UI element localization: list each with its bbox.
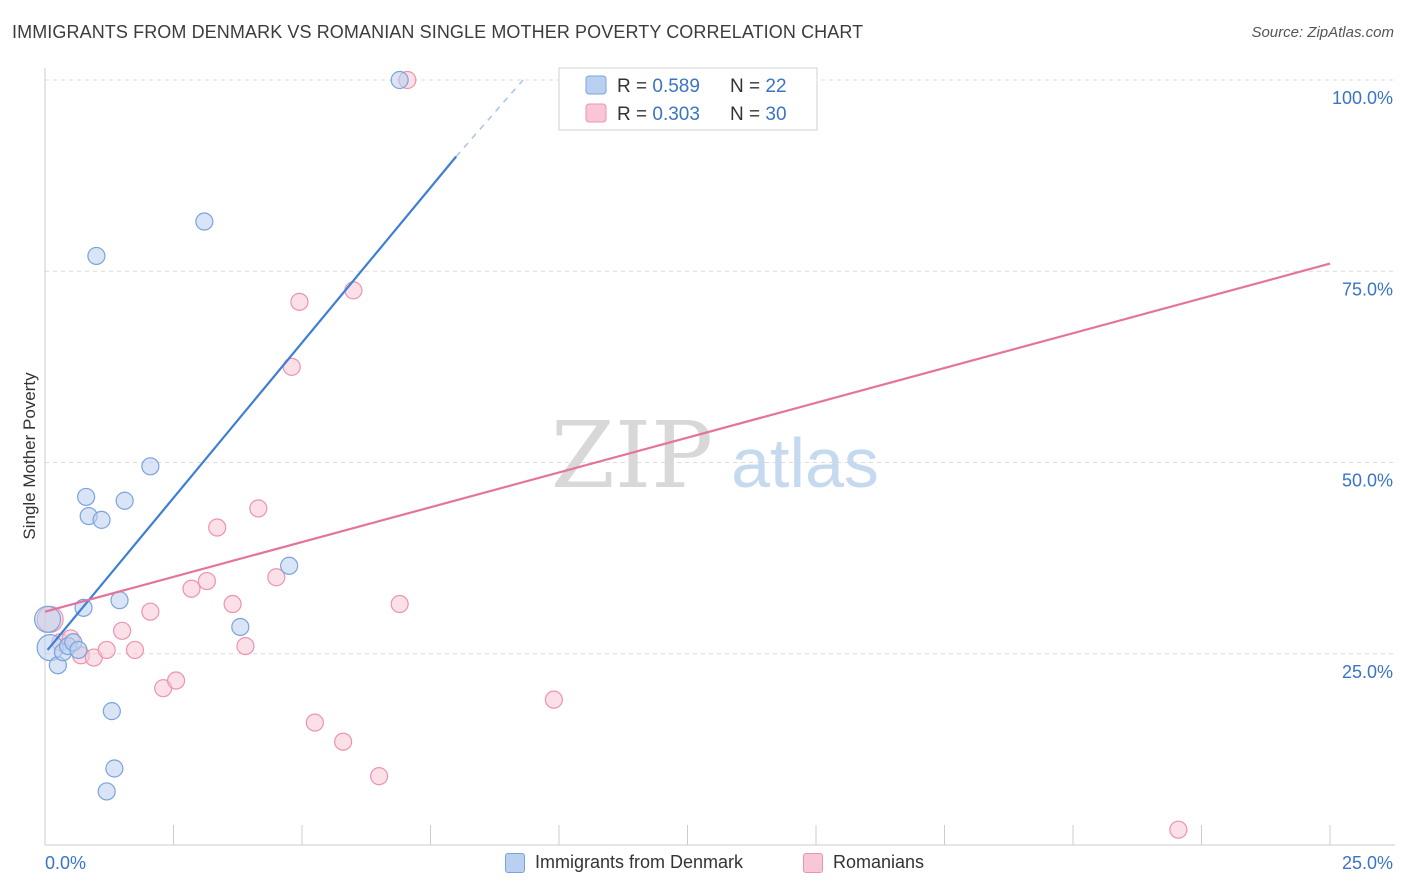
point-romanians-11 [182,579,201,598]
legend-item-romanians[interactable]: Romanians [803,852,924,873]
stats-swatch-pink [585,103,607,123]
point-romanians-13 [208,518,227,537]
y-axis-label: Single Mother Poverty [20,372,39,540]
trendline-romanians [44,262,1331,613]
stats-swatch-blue [585,75,607,95]
point-denmark-0 [33,605,62,633]
point-denmark-6 [69,640,88,660]
point-denmark-20 [280,556,299,575]
point-romanians-22 [344,281,363,300]
legend-swatch-denmark [505,852,525,873]
point-denmark-12 [102,702,121,721]
point-romanians-14 [223,594,242,614]
point-romanians-7 [125,640,145,660]
point-denmark-15 [110,591,129,610]
point-romanians-16 [249,499,268,518]
y-tick-label-1: 50.0% [1342,471,1393,491]
point-romanians-21 [334,732,353,751]
data-points [33,70,1188,839]
point-romanians-12 [197,571,217,591]
point-romanians-15 [236,636,255,656]
watermark-zip: ZIP [551,402,713,509]
legend-item-denmark[interactable]: Immigrants from Denmark [505,852,743,873]
point-romanians-20 [305,713,324,732]
stats-box: R = 0.589 N = 22 R = 0.303 N = 30 [558,67,818,131]
point-denmark-10 [87,246,106,266]
point-romanians-5 [97,640,116,660]
point-denmark-18 [195,212,214,231]
tick-labels: 25.0% 50.0% 75.0% 100.0% 0.0% 25.0% [45,88,1393,873]
point-denmark-21 [390,70,409,90]
point-romanians-6 [112,621,132,640]
chart-title: IMMIGRANTS FROM DENMARK VS ROMANIAN SING… [12,22,864,42]
watermark-atlas: atlas [731,424,879,502]
axes [44,68,1395,846]
stats-row-blue: R = 0.589 N = 22 [617,76,787,97]
point-romanians-8 [141,602,160,621]
point-denmark-16 [115,491,134,510]
y-tick-label-2: 75.0% [1342,279,1393,299]
point-romanians-17 [267,568,286,587]
point-denmark-13 [105,759,124,778]
point-denmark-8 [77,487,96,507]
point-denmark-17 [141,457,160,476]
trendline-denmark-extension [455,79,524,157]
legend-label-romanians: Romanians [833,852,925,872]
x-tick-label-0: 0.0% [45,853,86,873]
point-romanians-19 [290,292,309,311]
point-romanians-23 [370,767,389,786]
trendlines [44,79,1331,651]
y-tick-label-0: 25.0% [1342,662,1393,682]
point-denmark-11 [92,510,111,529]
point-denmark-19 [231,617,250,637]
gridlines [45,79,1395,655]
y-tick-label-3: 100.0% [1332,88,1393,108]
legend-label-denmark: Immigrants from Denmark [535,852,744,872]
watermark: ZIP atlas [551,402,879,509]
point-romanians-10 [166,671,186,690]
point-romanians-28 [1169,820,1188,839]
point-romanians-26 [544,690,563,709]
point-romanians-24 [390,594,409,614]
x-tick-label-1: 25.0% [1342,853,1393,873]
point-denmark-14 [97,782,116,801]
legend-swatch-romanians [803,852,823,873]
trendline-denmark [46,155,458,651]
source-label: Source: ZipAtlas.com [1251,24,1394,41]
stats-row-pink: R = 0.303 N = 30 [617,104,787,125]
